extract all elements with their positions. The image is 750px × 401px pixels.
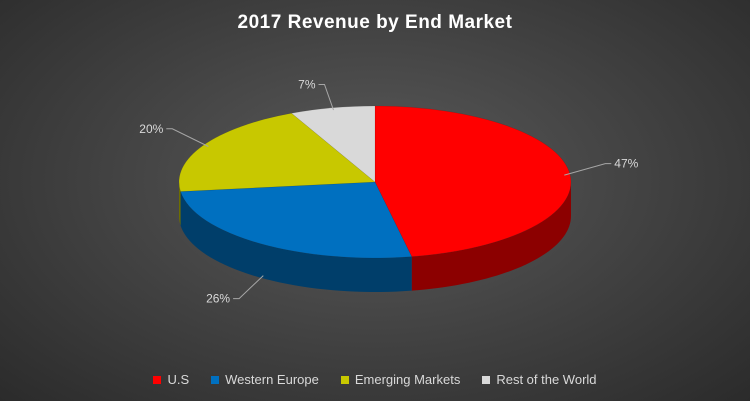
- legend-label-emerging-markets: Emerging Markets: [354, 372, 461, 387]
- legend-swatch-emerging-markets: [340, 375, 349, 384]
- legend-label-us: U.S: [167, 372, 190, 387]
- legend: U.S Western Europe Emerging Markets Rest…: [0, 372, 750, 387]
- chart-title: 2017 Revenue by End Market: [237, 12, 513, 33]
- leader-line-rest-of-world: [318, 84, 334, 111]
- leader-line-us: [564, 163, 612, 176]
- pie-slice-emerging-markets: [178, 112, 376, 192]
- pie-slice-us: [374, 105, 572, 257]
- legend-item-emerging-markets: Emerging Markets: [340, 372, 461, 387]
- data-label-rest-of-world: 7%: [298, 78, 316, 92]
- legend-item-rest-of-world: Rest of the World: [482, 372, 597, 387]
- legend-label-western-europe: Western Europe: [225, 372, 319, 387]
- legend-swatch-rest-of-world: [482, 375, 491, 384]
- pie-side-western-europe: [180, 191, 412, 292]
- legend-swatch-us: [153, 375, 162, 384]
- leader-line-emerging-markets: [166, 128, 209, 147]
- data-label-emerging-markets: 20%: [139, 122, 163, 136]
- data-label-us: 47%: [614, 157, 638, 171]
- legend-label-rest-of-world: Rest of the World: [496, 372, 597, 387]
- legend-swatch-western-europe: [211, 375, 220, 384]
- pie-side-emerging-markets: [179, 182, 181, 226]
- data-label-western-europe: 26%: [206, 292, 230, 306]
- pie-side-us: [411, 182, 571, 291]
- leader-line-western-europe: [233, 275, 264, 300]
- legend-item-us: U.S: [153, 372, 189, 387]
- pie-slice-western-europe: [180, 181, 413, 259]
- legend-item-western-europe: Western Europe: [211, 372, 319, 387]
